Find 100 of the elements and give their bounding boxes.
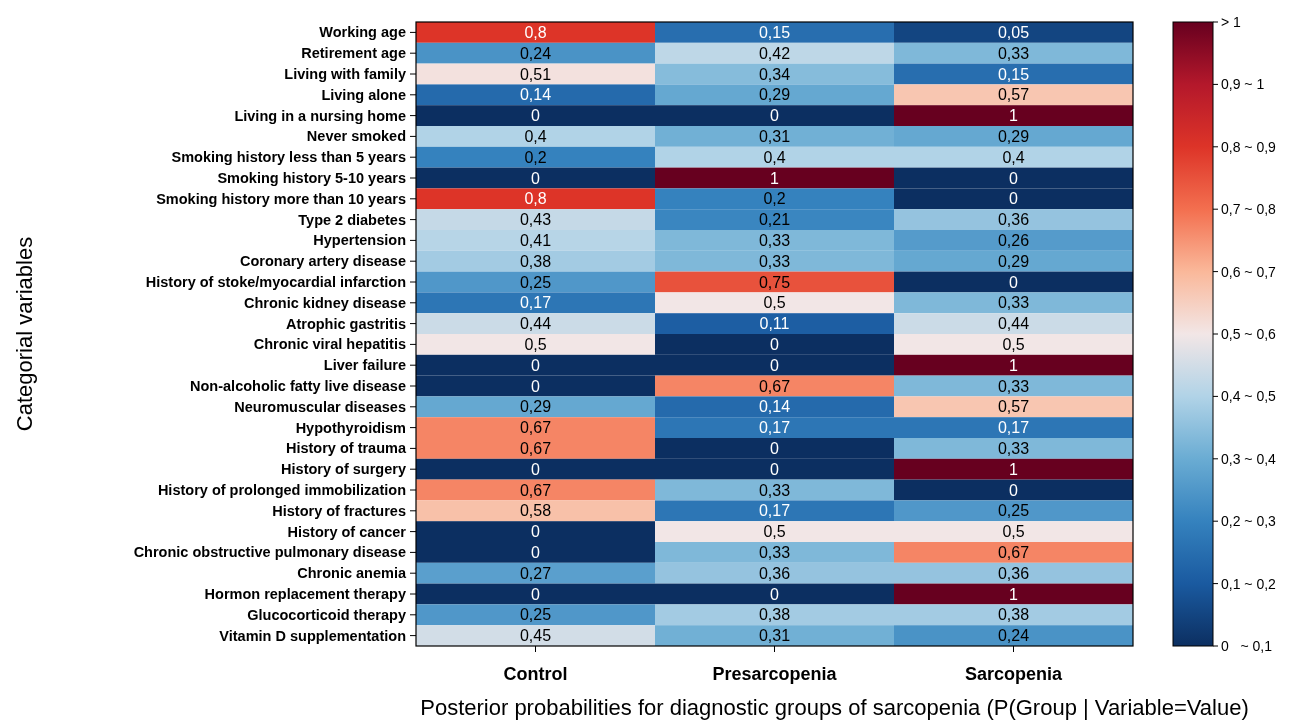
data-label: 0 <box>531 585 541 603</box>
data-label: 0,33 <box>997 294 1030 312</box>
y-tick-label: Never smoked <box>306 128 406 145</box>
data-label: 0,2 <box>524 148 547 166</box>
y-tick-label: Glucocorticoid therapy <box>247 606 406 623</box>
data-label: 1 <box>770 169 780 187</box>
data-label: 0 <box>770 356 780 374</box>
data-label: 0,31 <box>758 627 791 645</box>
color-bar-label: 0,3 ~ 0,4 <box>1221 450 1277 467</box>
data-label: 0,2 <box>763 190 786 208</box>
data-label: 0,4 <box>1002 148 1025 166</box>
data-label: 0,11 <box>759 315 790 333</box>
data-label: 0 <box>531 169 541 187</box>
data-label: 0,29 <box>758 86 791 104</box>
data-label: 0,44 <box>519 315 552 333</box>
x-tick-label: Presarcopenia <box>712 664 838 684</box>
data-label: 0,67 <box>758 377 791 395</box>
data-label: 0,5 <box>763 523 786 541</box>
color-bar-label: 0 ~ 0,1 <box>1221 637 1273 654</box>
data-label: 0 <box>1009 169 1019 187</box>
data-label: 0,31 <box>758 128 791 145</box>
data-label: 0,25 <box>519 606 552 624</box>
y-tick-label: Living alone <box>321 86 406 103</box>
data-label: 0,75 <box>758 273 791 291</box>
data-label: 0,25 <box>997 502 1030 520</box>
data-label: 0,33 <box>758 232 791 249</box>
data-label: 0,5 <box>1002 523 1025 541</box>
data-label: 0,33 <box>997 44 1030 62</box>
data-label: 0 <box>531 523 541 541</box>
data-label: 0,5 <box>524 336 547 353</box>
data-label: 0,15 <box>997 65 1030 83</box>
data-label: 0 <box>770 440 780 457</box>
data-label: 0,29 <box>997 252 1030 270</box>
y-tick-label: Working age <box>319 24 406 41</box>
y-tick-label: Chronic anemia <box>297 565 407 582</box>
color-bar-label: 0,4 ~ 0,5 <box>1221 388 1277 405</box>
color-bar-label: 0,1 ~ 0,2 <box>1221 575 1277 592</box>
data-label: 0,33 <box>758 481 791 499</box>
y-tick-label: History of trauma <box>285 440 407 457</box>
data-label: 0,8 <box>524 24 547 41</box>
data-label: 0,21 <box>758 211 791 229</box>
data-label: 0,57 <box>997 86 1030 104</box>
y-tick-label: Hypothyroidism <box>295 419 406 436</box>
data-label: 1 <box>1009 356 1019 374</box>
data-label: 0,43 <box>519 211 552 229</box>
y-tick-label: Living with family <box>284 66 406 83</box>
data-label: 0,33 <box>758 544 791 561</box>
data-label: 0 <box>531 356 541 374</box>
y-tick-label: Smoking history more than 10 years <box>156 190 406 207</box>
y-tick-label: Atrophic gastritis <box>285 315 406 332</box>
y-tick-label: Type 2 diabetes <box>298 211 406 228</box>
data-label: 0,17 <box>519 294 552 312</box>
data-label: 0,41 <box>519 232 552 249</box>
y-tick-label: Hypertension <box>313 232 406 249</box>
data-label: 0,4 <box>763 148 786 166</box>
y-tick-label: Chronic obstructive pulmonary disease <box>133 544 406 561</box>
data-label: 0,36 <box>997 211 1030 229</box>
data-label: 0,05 <box>997 24 1030 41</box>
x-tick-label: Sarcopenia <box>964 664 1064 684</box>
data-label: 0,44 <box>997 315 1030 333</box>
data-label: 0,67 <box>997 544 1030 561</box>
data-label: 0 <box>531 544 541 561</box>
data-label: 0,45 <box>519 627 552 645</box>
data-label: 0 <box>770 107 780 125</box>
y-tick-label: Smoking history less than 5 years <box>171 149 406 166</box>
data-label: 0,67 <box>519 481 552 499</box>
data-label: 0,29 <box>519 398 552 416</box>
data-label: 0,38 <box>758 606 791 624</box>
color-bar-label: 0,9 ~ 1 <box>1221 76 1265 93</box>
y-tick-label: Vitamin D supplementation <box>219 627 406 644</box>
data-label: 0 <box>531 377 541 395</box>
data-label: 0,26 <box>997 232 1030 249</box>
y-tick-label: Chronic viral hepatitis <box>253 336 406 353</box>
x-tick-label: Control <box>503 664 568 684</box>
x-axis-title: Posterior probabilities for diagnostic groups of sarcopenia (P(Group | Variable=Value) <box>420 695 1249 720</box>
data-label: 0,33 <box>997 377 1030 395</box>
data-label: 0,4 <box>524 128 547 145</box>
data-label: 0 <box>531 107 541 125</box>
y-tick-label: History of surgery <box>281 461 406 478</box>
color-bar-label: 0,6 ~ 0,7 <box>1221 263 1277 280</box>
data-label: 0,38 <box>519 252 552 270</box>
y-axis-title: Categorial variables <box>12 236 37 432</box>
data-label: 0,38 <box>997 606 1030 624</box>
y-tick-label: Retirement age <box>301 45 406 62</box>
data-label: 0,67 <box>519 419 552 437</box>
y-tick-label: Coronary artery disease <box>239 253 406 270</box>
y-tick-label: History of fractures <box>272 502 406 519</box>
y-tick-label: History of prolonged immobilization <box>157 482 406 499</box>
color-bar-label: 0,7 ~ 0,8 <box>1221 201 1277 218</box>
data-label: 0,34 <box>758 65 791 83</box>
data-label: 0,67 <box>519 440 552 457</box>
y-tick-label: Hormon replacement therapy <box>204 586 406 603</box>
color-bar-label: 0,8 ~ 0,9 <box>1221 138 1277 155</box>
data-label: 1 <box>1009 107 1019 125</box>
data-label: 0,25 <box>519 273 552 291</box>
data-label: 0,29 <box>997 128 1030 145</box>
y-tick-label: Non-alcoholic fatty live disease <box>190 378 406 395</box>
data-label: 0 <box>770 336 780 353</box>
color-bar-label: > 1 <box>1221 13 1242 30</box>
data-label: 0,17 <box>758 502 791 520</box>
